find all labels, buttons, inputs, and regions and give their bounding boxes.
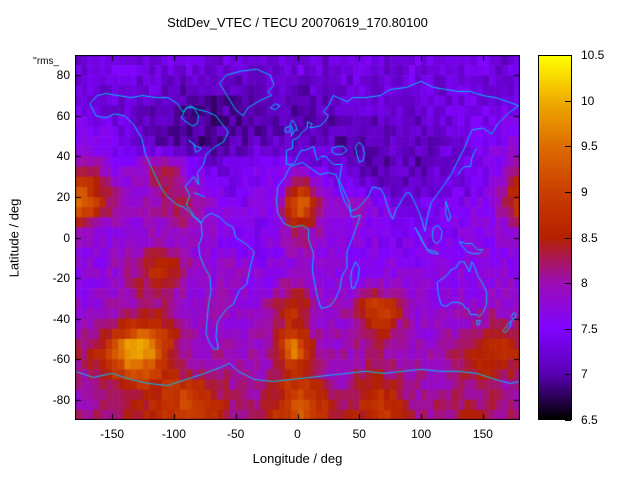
colorbar-tick-mark: [565, 55, 571, 56]
y-tick-label: 0: [63, 230, 70, 245]
colorbar-tick-mark: [565, 374, 571, 375]
x-tick-label: 150: [472, 427, 493, 441]
colorbar-tick-label: 10.5: [581, 48, 605, 62]
y-tick-label: 80: [56, 68, 70, 83]
y-tick-label: -60: [52, 352, 70, 367]
x-tick-label: -150: [100, 427, 125, 441]
x-tick-label: 50: [352, 427, 366, 441]
y-axis-title: Latitude / deg: [6, 198, 22, 278]
x-tick-label: -100: [161, 427, 186, 441]
heatmap-canvas: [75, 55, 520, 420]
chart-title: StdDev_VTEC / TECU 20070619_170.80100: [167, 15, 428, 30]
colorbar-tick-label: 8: [581, 276, 588, 291]
y-tick-label: -40: [52, 311, 70, 326]
colorbar-tick-label: 9: [581, 184, 588, 199]
x-tick-label: 0: [294, 427, 301, 441]
colorbar-tick-label: 7: [581, 367, 588, 382]
colorbar-tick-mark: [565, 329, 571, 330]
colorbar-tick-label: 6.5: [581, 413, 598, 427]
colorbar-tick-mark: [565, 192, 571, 193]
colorbar-tick-mark: [565, 420, 571, 421]
x-axis-title: Longitude / deg: [252, 451, 343, 466]
colorbar-tick-label: 7.5: [581, 321, 598, 336]
colorbar-tick-mark: [565, 146, 571, 147]
colorbar-tick-label: 8.5: [581, 230, 598, 245]
colorbar-tick-mark: [565, 101, 571, 102]
colorbar-tick-label: 9.5: [581, 139, 598, 154]
y-tick-label: 60: [56, 108, 70, 123]
y-tick-label: -20: [52, 271, 70, 286]
y-tick-label: 40: [56, 149, 70, 164]
x-tick-label: 100: [411, 427, 432, 441]
y-tick-label: -80: [52, 392, 70, 407]
colorbar-tick-mark: [565, 283, 571, 284]
colorbar-tick-mark: [565, 238, 571, 239]
y-tick-label: 20: [56, 189, 70, 204]
colorbar-tick-label: 10: [581, 93, 595, 108]
colorbar: [538, 55, 572, 420]
x-tick-label: -50: [227, 427, 245, 441]
stray-rms-label: ''rms_: [33, 56, 60, 67]
